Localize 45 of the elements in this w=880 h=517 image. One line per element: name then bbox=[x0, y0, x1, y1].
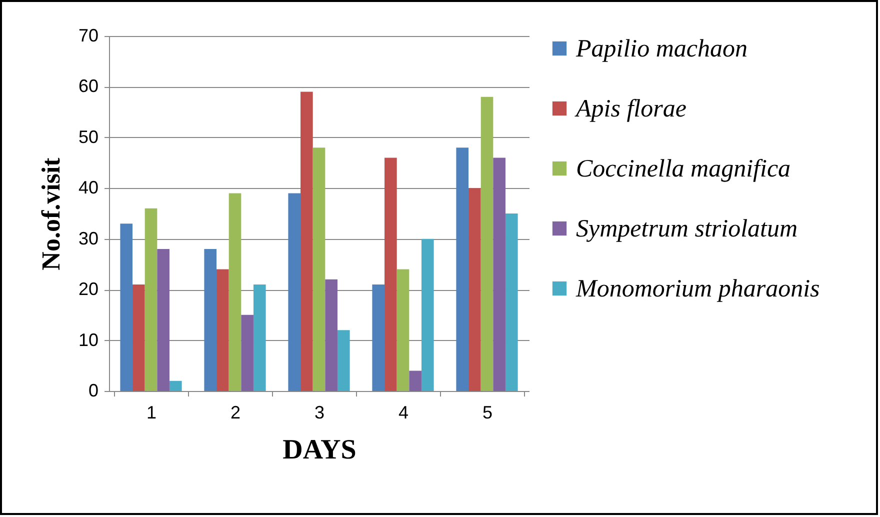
legend-label: Monomorium pharaonis bbox=[575, 276, 820, 302]
bar bbox=[493, 158, 506, 391]
bar bbox=[396, 269, 410, 391]
y-tick-label: 30 bbox=[78, 228, 98, 248]
bar bbox=[456, 148, 469, 391]
legend-label: Coccinella magnifica bbox=[576, 156, 791, 182]
x-tick-label: 5 bbox=[482, 402, 493, 422]
bar bbox=[241, 314, 254, 391]
bar bbox=[384, 158, 397, 391]
bar bbox=[120, 224, 133, 391]
x-tick-label: 1 bbox=[146, 402, 157, 422]
bar bbox=[157, 249, 170, 391]
x-tick-label: 2 bbox=[230, 402, 241, 422]
y-tick-label: 50 bbox=[78, 126, 98, 147]
x-axis-title: DAYS bbox=[282, 434, 356, 466]
legend-label: Apis florae bbox=[574, 96, 686, 122]
bar bbox=[421, 238, 434, 391]
y-tick-label: 40 bbox=[78, 178, 98, 198]
y-axis-title: No.of.visit bbox=[36, 157, 66, 270]
bar bbox=[216, 269, 229, 391]
y-tick-label: 0 bbox=[88, 380, 98, 400]
bar bbox=[132, 284, 145, 391]
y-tick-label: 10 bbox=[78, 330, 98, 350]
bar bbox=[325, 279, 338, 391]
y-tick-label: 60 bbox=[78, 76, 98, 96]
y-tick-label: 70 bbox=[78, 26, 98, 46]
bar bbox=[337, 330, 350, 391]
y-tick-label: 20 bbox=[78, 279, 98, 300]
bar bbox=[312, 148, 326, 391]
bar bbox=[169, 380, 182, 391]
bar bbox=[300, 92, 313, 391]
legend-label: Papilio machaon bbox=[575, 36, 748, 62]
bar bbox=[372, 284, 385, 391]
x-tick-label: 4 bbox=[398, 402, 409, 422]
bar bbox=[228, 193, 242, 391]
bar bbox=[288, 193, 301, 391]
bar bbox=[144, 208, 158, 391]
x-tick-label: 3 bbox=[314, 402, 325, 422]
bar bbox=[409, 370, 422, 391]
legend-label: Sympetrum striolatum bbox=[576, 216, 798, 242]
bar bbox=[505, 214, 518, 391]
bar bbox=[253, 284, 266, 391]
bar bbox=[480, 96, 494, 391]
bar bbox=[204, 249, 217, 391]
bar bbox=[468, 188, 481, 391]
